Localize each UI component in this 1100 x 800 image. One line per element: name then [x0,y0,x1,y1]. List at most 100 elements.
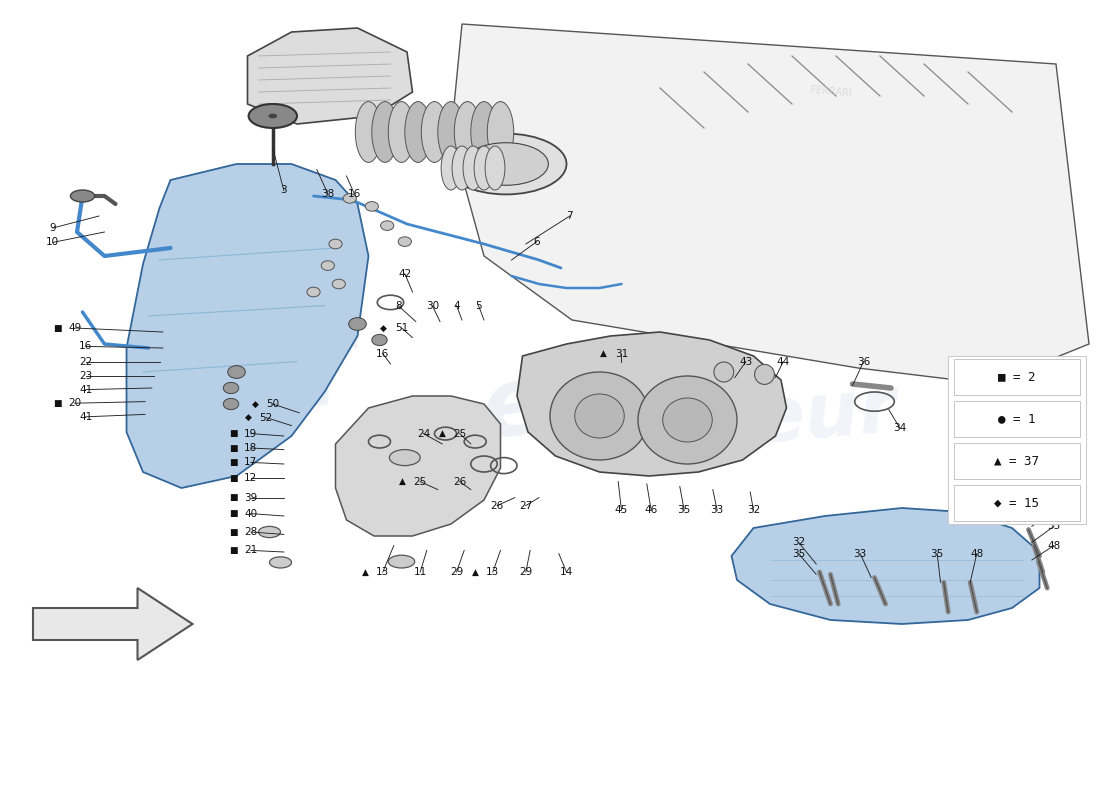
Polygon shape [517,332,786,476]
FancyBboxPatch shape [954,402,1080,437]
Polygon shape [336,396,500,536]
Text: 32: 32 [747,506,760,515]
Text: ▲ = 37: ▲ = 37 [994,454,1040,467]
Text: 47: 47 [1047,506,1060,515]
Circle shape [321,261,334,270]
Text: 8: 8 [395,301,402,310]
Circle shape [398,237,411,246]
Ellipse shape [474,146,494,190]
Text: 10: 10 [46,238,59,247]
Text: 34: 34 [893,423,906,433]
Text: 35: 35 [931,549,944,558]
Text: eur: eur [750,373,900,459]
FancyBboxPatch shape [954,359,1080,394]
Text: 25: 25 [414,477,427,486]
Circle shape [307,287,320,297]
Text: 13: 13 [486,567,499,577]
Circle shape [372,334,387,346]
Ellipse shape [662,398,713,442]
Text: 23: 23 [79,371,92,381]
Text: 45: 45 [615,506,628,515]
Ellipse shape [388,555,415,568]
Text: ◆: ◆ [381,323,387,333]
Text: 6: 6 [534,237,540,246]
Text: 21: 21 [244,546,257,555]
Text: 41: 41 [79,412,92,422]
Text: 19: 19 [244,429,257,438]
Text: ■ = 2: ■ = 2 [998,370,1036,383]
Ellipse shape [355,102,382,162]
Text: 16: 16 [348,189,361,198]
Ellipse shape [550,372,649,460]
Circle shape [223,382,239,394]
Text: 38: 38 [321,189,334,198]
Text: 28: 28 [244,527,257,537]
Ellipse shape [421,102,448,162]
Text: 36: 36 [857,357,870,366]
Text: 30: 30 [426,301,439,310]
Text: ▲: ▲ [399,477,406,486]
Polygon shape [248,28,412,124]
Text: 44: 44 [777,357,790,366]
Text: ■: ■ [53,398,62,408]
Ellipse shape [485,146,505,190]
Ellipse shape [446,134,566,194]
Text: 50: 50 [266,399,279,409]
Circle shape [332,279,345,289]
Text: ◆ = 15: ◆ = 15 [994,497,1040,510]
Ellipse shape [463,146,483,190]
Ellipse shape [471,102,497,162]
Ellipse shape [487,102,514,162]
Ellipse shape [638,376,737,464]
Text: 27: 27 [519,501,532,510]
Text: 48: 48 [1047,541,1060,550]
Ellipse shape [372,102,398,162]
Text: ■: ■ [229,429,238,438]
Text: 9: 9 [50,223,56,233]
Ellipse shape [441,146,461,190]
FancyBboxPatch shape [948,356,1086,524]
Text: ■: ■ [229,458,238,467]
Text: 46: 46 [645,506,658,515]
Text: 3: 3 [280,186,287,195]
Text: 5: 5 [475,301,482,310]
Text: 35: 35 [1047,522,1060,531]
Text: 35: 35 [792,549,805,558]
FancyBboxPatch shape [954,443,1080,478]
Polygon shape [33,588,192,660]
Text: ● = 1: ● = 1 [998,413,1036,426]
Text: 13: 13 [376,567,389,577]
Text: ▲: ▲ [601,349,607,358]
Ellipse shape [438,102,464,162]
Text: 16: 16 [79,342,92,351]
Text: ■: ■ [229,527,238,537]
Text: 25: 25 [453,429,466,438]
Text: 26: 26 [491,501,504,510]
Text: 20: 20 [68,398,81,408]
Circle shape [381,221,394,230]
Text: 33: 33 [854,549,867,558]
Text: 43: 43 [739,357,752,366]
Text: 26: 26 [453,477,466,486]
FancyBboxPatch shape [954,486,1080,521]
Ellipse shape [249,104,297,128]
Text: 51: 51 [395,323,408,333]
Text: FERRARI: FERRARI [810,86,851,98]
Ellipse shape [714,362,734,382]
Text: 49: 49 [68,323,81,333]
Text: 32: 32 [792,538,805,547]
Text: ◆: ◆ [245,413,252,422]
Circle shape [365,202,378,211]
Ellipse shape [464,142,548,186]
Text: 4: 4 [453,301,460,310]
Text: ▲: ▲ [472,567,478,577]
Text: 11: 11 [414,567,427,577]
Text: ■: ■ [229,546,238,555]
Text: eur: eur [116,304,368,464]
Text: ■: ■ [229,509,238,518]
Text: 17: 17 [244,458,257,467]
Ellipse shape [268,114,277,118]
Text: 35: 35 [678,506,691,515]
Text: ■: ■ [53,323,62,333]
Ellipse shape [270,557,292,568]
